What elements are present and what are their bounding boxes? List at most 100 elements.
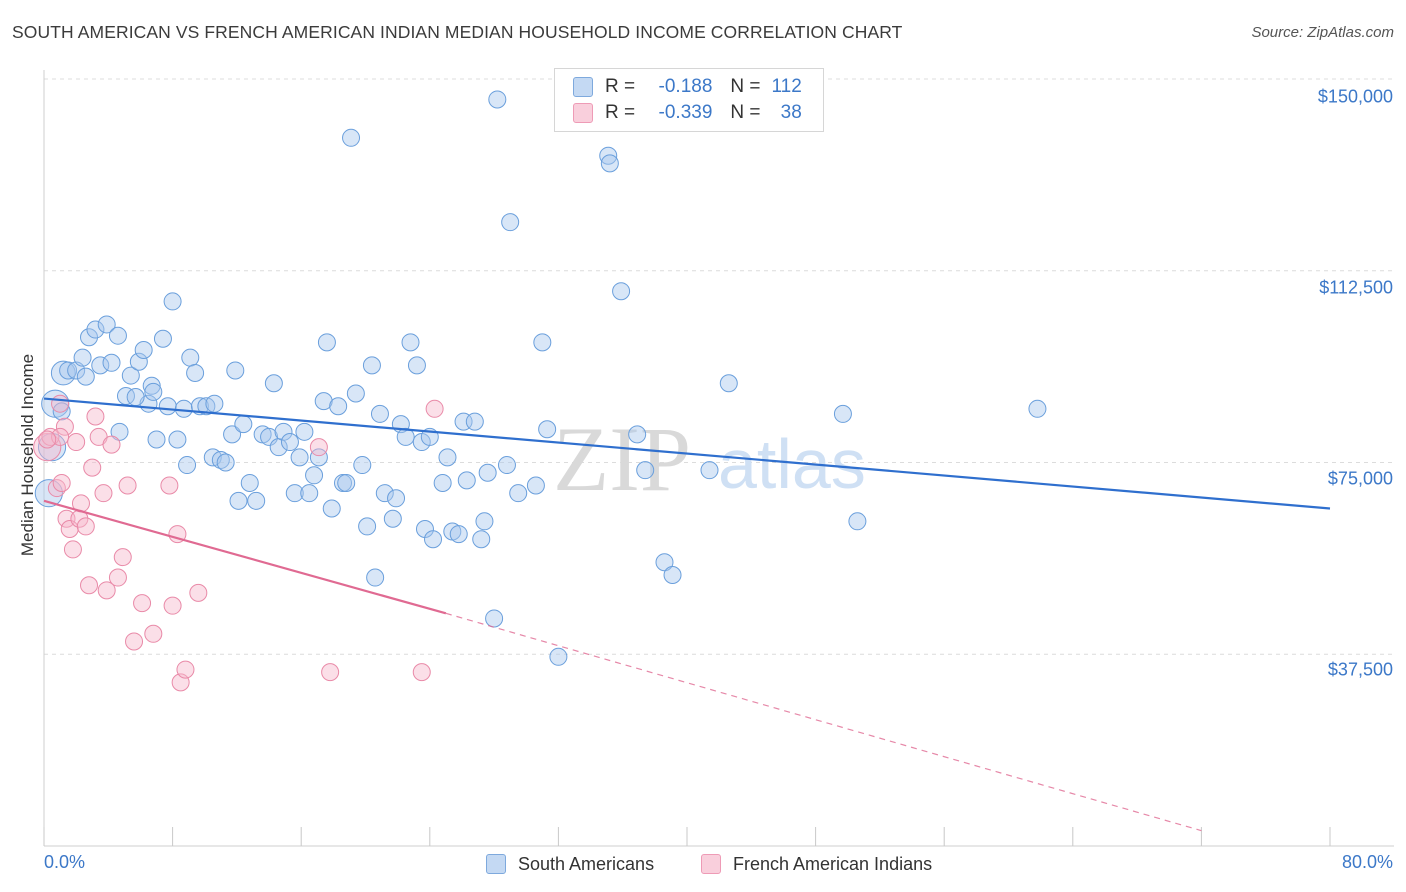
data-point	[501, 213, 520, 232]
data-point	[126, 388, 145, 407]
n-label: N =	[730, 76, 761, 97]
data-point	[833, 404, 852, 423]
data-point	[412, 663, 431, 682]
data-point	[366, 568, 385, 587]
n-label: N =	[730, 102, 761, 123]
data-point	[295, 422, 314, 441]
data-point	[329, 397, 348, 416]
data-point	[383, 509, 402, 528]
data-point	[663, 565, 682, 584]
trend-lines	[43, 397, 1331, 832]
data-point	[240, 473, 259, 492]
data-point	[549, 647, 568, 666]
data-point	[719, 374, 738, 393]
data-point	[108, 568, 127, 587]
data-point	[457, 471, 476, 490]
data-point	[346, 384, 365, 403]
legend-item-south-americans: South Americans	[486, 852, 654, 876]
source-label: Source: ZipAtlas.com	[1251, 24, 1394, 41]
legend-label: French American Indians	[733, 853, 933, 874]
data-point	[153, 329, 172, 348]
legend-swatch-french-american-indians	[701, 854, 721, 874]
data-point	[86, 320, 105, 339]
stats-row-south-americans: R = -0.188 N = 112	[573, 75, 802, 99]
legend-swatch-south-americans	[486, 854, 506, 874]
data-point	[449, 525, 468, 544]
data-point	[309, 448, 328, 467]
data-point	[362, 356, 381, 375]
data-point	[305, 466, 324, 485]
data-point	[181, 348, 200, 367]
data-point	[285, 484, 304, 503]
data-point	[38, 430, 57, 449]
data-point	[47, 479, 66, 498]
data-point	[300, 484, 319, 503]
data-point	[478, 463, 497, 482]
data-point	[247, 491, 266, 510]
data-point	[497, 456, 516, 475]
data-point	[848, 512, 867, 531]
data-point	[97, 315, 116, 334]
data-point	[113, 548, 132, 567]
data-point	[337, 473, 356, 492]
r-value: -0.188	[658, 76, 713, 97]
data-point	[264, 374, 283, 393]
y-axis-label: Median Household Income	[18, 353, 37, 557]
trend-line	[43, 397, 1331, 510]
data-point	[700, 461, 719, 480]
data-point	[86, 407, 105, 426]
data-point	[309, 438, 328, 457]
data-point	[80, 576, 99, 595]
trend-line-extension	[445, 612, 1202, 832]
data-point	[280, 433, 299, 452]
south-americans-swatch	[573, 77, 593, 97]
data-point	[134, 341, 153, 360]
data-point	[533, 333, 552, 352]
data-point	[425, 399, 444, 418]
chart-title: SOUTH AMERICAN VS FRENCH AMERICAN INDIAN…	[12, 22, 903, 42]
data-point	[33, 433, 62, 462]
data-point	[274, 422, 293, 441]
data-point	[628, 425, 647, 444]
n-value: 38	[780, 102, 802, 123]
data-point	[1028, 399, 1047, 418]
y-tick-label: $75,000	[1327, 468, 1393, 489]
y-tick-label: $37,500	[1327, 659, 1393, 680]
r-label: R =	[605, 102, 636, 123]
data-point	[94, 484, 113, 503]
data-point	[353, 456, 372, 475]
watermark: ZIP atlas	[553, 408, 866, 510]
data-point	[142, 376, 161, 395]
stats-row-french-american-indians: R = -0.339 N = 38	[573, 101, 802, 125]
data-point	[226, 361, 245, 380]
data-point	[475, 512, 494, 531]
data-point	[600, 154, 619, 173]
data-point	[599, 146, 618, 165]
data-point	[163, 596, 182, 615]
data-points	[33, 90, 1047, 692]
x-tick-label: 0.0%	[44, 852, 86, 872]
data-point	[110, 422, 129, 441]
data-point	[163, 292, 182, 311]
trend-line	[43, 499, 447, 615]
data-point	[636, 461, 655, 480]
data-point	[526, 476, 545, 495]
gridlines	[44, 78, 1394, 655]
n-value: 112	[771, 76, 802, 97]
data-point	[57, 509, 76, 528]
data-point	[125, 632, 144, 651]
data-point	[144, 382, 163, 401]
x-tick-label: 80.0%	[1341, 852, 1393, 872]
watermark-atlas: atlas	[718, 425, 866, 503]
data-point	[234, 415, 253, 434]
data-point	[223, 425, 242, 444]
data-point	[160, 476, 179, 495]
data-point	[438, 448, 457, 467]
data-point	[144, 624, 163, 643]
data-point	[176, 660, 195, 679]
data-point	[97, 581, 116, 600]
data-point	[317, 333, 336, 352]
data-point	[108, 326, 127, 345]
y-tick-label: $150,000	[1317, 86, 1393, 107]
data-point	[80, 328, 99, 347]
